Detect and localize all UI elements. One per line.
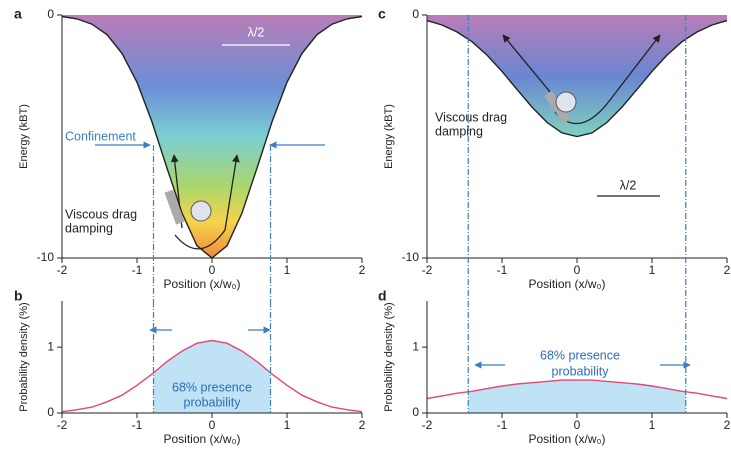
y-tick-label: 0 <box>412 7 419 21</box>
motion-arrow <box>174 154 240 250</box>
x-axis-label: Position (x/w₀) <box>529 277 606 291</box>
x-tick-label: -2 <box>57 263 68 277</box>
probability-fill <box>153 340 271 413</box>
annotation: Confinement <box>65 129 136 143</box>
panel-label: d <box>378 288 387 304</box>
y-axis-label: Energy (kBT) <box>18 104 30 169</box>
drag-hatch <box>164 189 185 225</box>
decor-a <box>95 44 325 334</box>
x-tick-label: 1 <box>649 418 656 432</box>
decor-c <box>474 34 691 369</box>
annotation: probability <box>552 364 610 378</box>
y-tick-label: -10 <box>37 250 55 264</box>
annotation: damping <box>435 124 483 138</box>
annotation: Viscous drag <box>435 110 507 124</box>
curve <box>61 339 363 413</box>
panel-label: a <box>14 6 22 22</box>
x-tick-label: 1 <box>649 263 656 277</box>
annotation: damping <box>65 221 113 235</box>
x-tick-label: -1 <box>497 263 508 277</box>
x-tick-label: 0 <box>574 418 581 432</box>
y-tick-label: 1 <box>47 339 54 353</box>
particle <box>190 200 212 222</box>
x-tick-label: -2 <box>422 418 433 432</box>
energy-fill <box>62 15 362 258</box>
x-axis-label: Position (x/w₀) <box>164 432 241 446</box>
panel-label: b <box>14 288 23 304</box>
x-tick-label: 2 <box>724 418 731 432</box>
panel-label: c <box>378 6 386 22</box>
annotation: 68% presence <box>540 348 620 362</box>
x-tick-label: -1 <box>497 418 508 432</box>
x-axis-label: Position (x/w₀) <box>529 432 606 446</box>
y-tick-label: 0 <box>47 405 54 419</box>
x-tick-label: 2 <box>359 263 366 277</box>
x-tick-label: 2 <box>724 263 731 277</box>
x-tick-label: -1 <box>132 263 143 277</box>
y-tick-label: -10 <box>402 250 420 264</box>
y-axis-label: Probability density (%) <box>18 302 30 411</box>
probability-fill <box>468 380 686 413</box>
x-tick-label: 0 <box>209 263 216 277</box>
y-tick-label: 0 <box>47 7 54 21</box>
annotation: 68% presence <box>172 380 252 394</box>
x-axis-label: Position (x/w₀) <box>164 277 241 291</box>
annotation: λ/2 <box>248 25 265 39</box>
y-axis-label: Energy (kBT) <box>383 104 395 169</box>
x-tick-label: 0 <box>209 418 216 432</box>
x-tick-label: -2 <box>57 418 68 432</box>
annotation: probability <box>184 395 242 409</box>
x-tick-label: -2 <box>422 263 433 277</box>
curve <box>426 19 728 138</box>
annotation: Viscous drag <box>65 207 137 221</box>
curve <box>426 379 728 400</box>
x-tick-label: -1 <box>132 418 143 432</box>
y-axis-label: Probability density (%) <box>383 302 395 411</box>
x-tick-label: 0 <box>574 263 581 277</box>
y-tick-label: 1 <box>412 339 419 353</box>
y-tick-label: 0 <box>412 405 419 419</box>
x-tick-label: 1 <box>284 418 291 432</box>
x-tick-label: 2 <box>359 418 366 432</box>
annotation: λ/2 <box>620 178 637 192</box>
particle <box>555 91 577 113</box>
x-tick-label: 1 <box>284 263 291 277</box>
